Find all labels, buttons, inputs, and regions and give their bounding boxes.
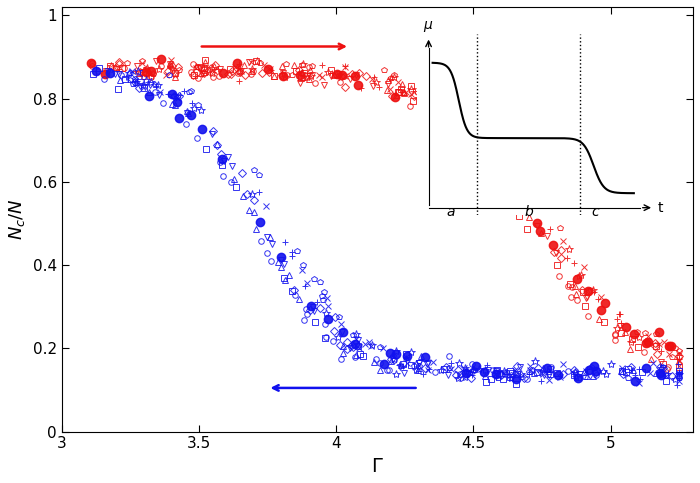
X-axis label: $\Gamma$: $\Gamma$ xyxy=(371,457,384,476)
Text: t: t xyxy=(658,200,664,214)
Text: $\mu$: $\mu$ xyxy=(424,19,434,34)
Text: a: a xyxy=(447,205,455,219)
Y-axis label: $N_c/N$: $N_c/N$ xyxy=(7,199,27,240)
Text: b: b xyxy=(525,205,533,219)
Text: c: c xyxy=(592,205,599,219)
